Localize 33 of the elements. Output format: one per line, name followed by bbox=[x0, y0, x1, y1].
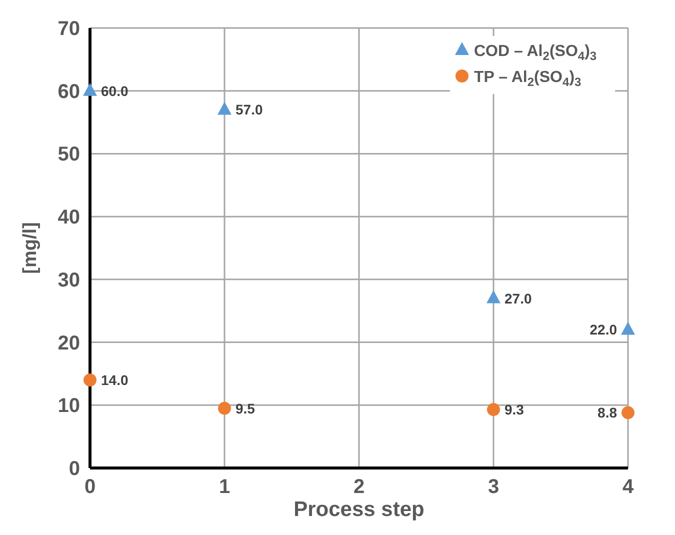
data-label: 9.3 bbox=[504, 402, 524, 418]
y-tick-label: 10 bbox=[58, 395, 80, 418]
point bbox=[622, 406, 634, 420]
point bbox=[487, 403, 500, 416]
legend-label: COD – Al$_{2}$(SO$_{4}$)$_{3}$ bbox=[474, 43, 597, 63]
y-tick-label: 50 bbox=[58, 144, 80, 166]
data-label: 27.0 bbox=[504, 290, 532, 306]
x-tick-label: 1 bbox=[218, 476, 230, 498]
y-tick-label: 30 bbox=[58, 269, 80, 292]
data-label: 9.5 bbox=[236, 400, 256, 416]
point bbox=[218, 402, 231, 415]
x-tick-label: 0 bbox=[84, 476, 96, 498]
data-label: 22.0 bbox=[590, 322, 618, 338]
point bbox=[84, 374, 96, 386]
legend-label: TP – Al$_{2}$(SO$_{4}$)$_{3}$ bbox=[474, 69, 582, 89]
data-label: 57.0 bbox=[236, 102, 263, 118]
y-tick-label: 70 bbox=[58, 18, 80, 40]
y-tick-label: 20 bbox=[58, 332, 80, 354]
data-label: 14.0 bbox=[101, 372, 128, 388]
y-tick-label: 40 bbox=[58, 206, 80, 229]
x-tick-label: 2 bbox=[353, 476, 365, 498]
data-label: 60.0 bbox=[101, 82, 128, 99]
y-axis-title: [mg/l] bbox=[20, 222, 41, 274]
y-tick-label: 60 bbox=[58, 80, 80, 103]
x-tick-label: 3 bbox=[488, 476, 500, 498]
point bbox=[486, 290, 500, 304]
x-axis-title: Process step bbox=[294, 498, 424, 521]
point bbox=[621, 322, 635, 335]
point bbox=[83, 82, 97, 96]
point bbox=[218, 102, 232, 115]
x-tick-label: 4 bbox=[622, 476, 634, 498]
data-label: 8.8 bbox=[598, 404, 618, 421]
y-tick-label: 0 bbox=[68, 458, 80, 480]
